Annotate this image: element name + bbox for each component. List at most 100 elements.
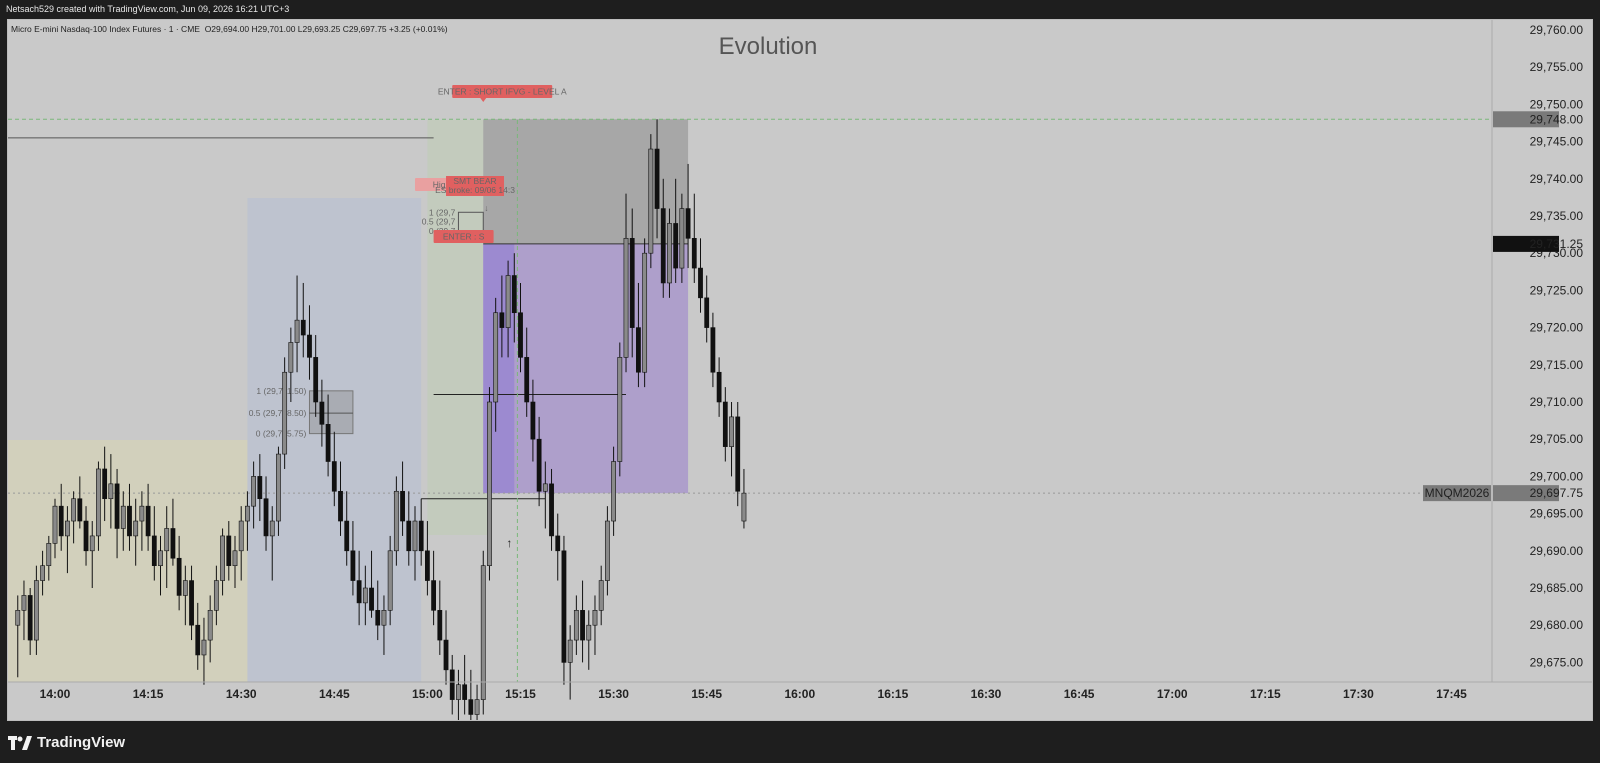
candle	[629, 208, 635, 358]
candle-body	[735, 416, 741, 492]
candle	[127, 483, 132, 551]
enter-label-b-bg	[433, 230, 494, 243]
high-price-badge-text: 29,748.00	[1530, 112, 1584, 126]
candle	[393, 476, 399, 566]
candle-body	[555, 535, 561, 552]
candle	[412, 506, 418, 581]
candle-body	[586, 624, 592, 641]
price-tick-label: 29,735.00	[1530, 209, 1584, 223]
candle-body	[127, 505, 132, 537]
candle	[636, 282, 641, 388]
candle-body	[139, 505, 145, 522]
candle-body	[189, 580, 194, 626]
candle-body	[220, 535, 225, 581]
chart-frame[interactable]: 1 (29,711.50) 0.5 (29,708.50) 0 (29,705.75…	[7, 19, 1593, 721]
price-tick-label: 29,715.00	[1530, 358, 1584, 372]
candle-body	[145, 505, 151, 537]
chart-canvas[interactable]: 1 (29,711.50) 0.5 (29,708.50) 0 (29,705.75…	[8, 20, 1593, 721]
candle	[549, 468, 554, 551]
last-price-badge-text: 29,697.75	[1530, 486, 1584, 500]
candle	[530, 379, 536, 462]
candle-body	[369, 587, 374, 611]
candle-body	[201, 639, 207, 656]
fib-label-left: 0 (29,705.75)	[256, 429, 307, 439]
candle-body	[611, 461, 616, 522]
candle	[338, 461, 343, 536]
candle	[604, 506, 610, 596]
sell-arrow-icon: ↓	[484, 203, 488, 213]
candle	[468, 669, 474, 720]
candle-body	[462, 684, 468, 700]
candle-body	[704, 297, 710, 328]
candle-body	[300, 319, 306, 336]
chart-title: Evolution	[718, 33, 818, 60]
candle-body	[487, 401, 492, 566]
symbol-badge-bg	[1423, 485, 1491, 502]
candle-body	[108, 483, 114, 500]
candle	[151, 506, 157, 581]
candle-body	[263, 498, 269, 537]
price-tick-label: 29,690.00	[1530, 544, 1584, 558]
header-bar: Netsach529 created with TradingView.com,…	[0, 0, 1600, 19]
price-tick-label: 29,675.00	[1530, 655, 1584, 669]
enter-label-a: ENTER : SHORT IFVG - LEVEL A	[438, 85, 567, 98]
fib-label-left: 1 (29,711.50)	[256, 386, 306, 396]
candle	[102, 446, 108, 522]
price-tick-label: 29,705.00	[1530, 432, 1584, 446]
candle	[704, 275, 710, 343]
candle	[300, 282, 306, 358]
candle-body	[437, 610, 443, 641]
candle-body	[431, 580, 437, 611]
candle	[89, 521, 95, 588]
tradingview-logo[interactable]: TradingView	[8, 734, 125, 751]
candle	[83, 506, 89, 566]
candle-body	[176, 557, 182, 596]
candle	[77, 476, 83, 529]
candle	[648, 134, 654, 269]
candle-body	[182, 580, 188, 596]
candle	[207, 595, 213, 663]
last-price-badge: 29,697.75	[1493, 485, 1584, 502]
candle	[685, 163, 691, 269]
candle-body	[716, 371, 722, 403]
candle	[369, 550, 374, 618]
time-tick-label: 17:00	[1157, 687, 1188, 701]
candle	[660, 178, 666, 298]
candle	[741, 468, 747, 529]
candle-body	[158, 550, 163, 566]
tradingview-logo-text: TradingView	[37, 734, 126, 751]
candle	[431, 550, 437, 626]
candle	[350, 521, 356, 596]
candle	[573, 595, 579, 655]
candle-body	[232, 550, 238, 566]
candle-body	[722, 401, 728, 447]
price-axis	[1492, 20, 1592, 720]
candle-body	[468, 699, 474, 715]
high-label-text: High L	[433, 180, 458, 190]
candle-body	[40, 565, 45, 581]
candle-body	[375, 610, 381, 626]
candle-body	[307, 334, 312, 358]
entry-price-badge: 29,731.25	[1493, 235, 1583, 252]
candle-body	[27, 595, 33, 641]
candle-body	[511, 275, 517, 314]
candle-body	[282, 371, 288, 455]
entry-price-badge-bg	[1493, 235, 1559, 252]
smt-label-bg	[446, 176, 505, 196]
candle-body	[114, 483, 120, 529]
candle-body	[381, 610, 387, 626]
candle-body	[524, 357, 530, 403]
candle-body	[294, 319, 300, 343]
candle-body	[133, 520, 139, 537]
candle	[319, 379, 325, 447]
candle	[257, 454, 263, 522]
high-price-badge: 29,748.00	[1493, 111, 1584, 128]
candle-body	[21, 595, 27, 611]
candle	[164, 506, 170, 588]
footer-bar: TradingView	[0, 721, 1600, 763]
candle-body	[424, 550, 430, 581]
candle-body	[691, 238, 697, 269]
time-tick-label: 15:15	[505, 687, 536, 701]
price-tick-label: 29,695.00	[1530, 507, 1584, 521]
candle-body	[505, 275, 511, 328]
